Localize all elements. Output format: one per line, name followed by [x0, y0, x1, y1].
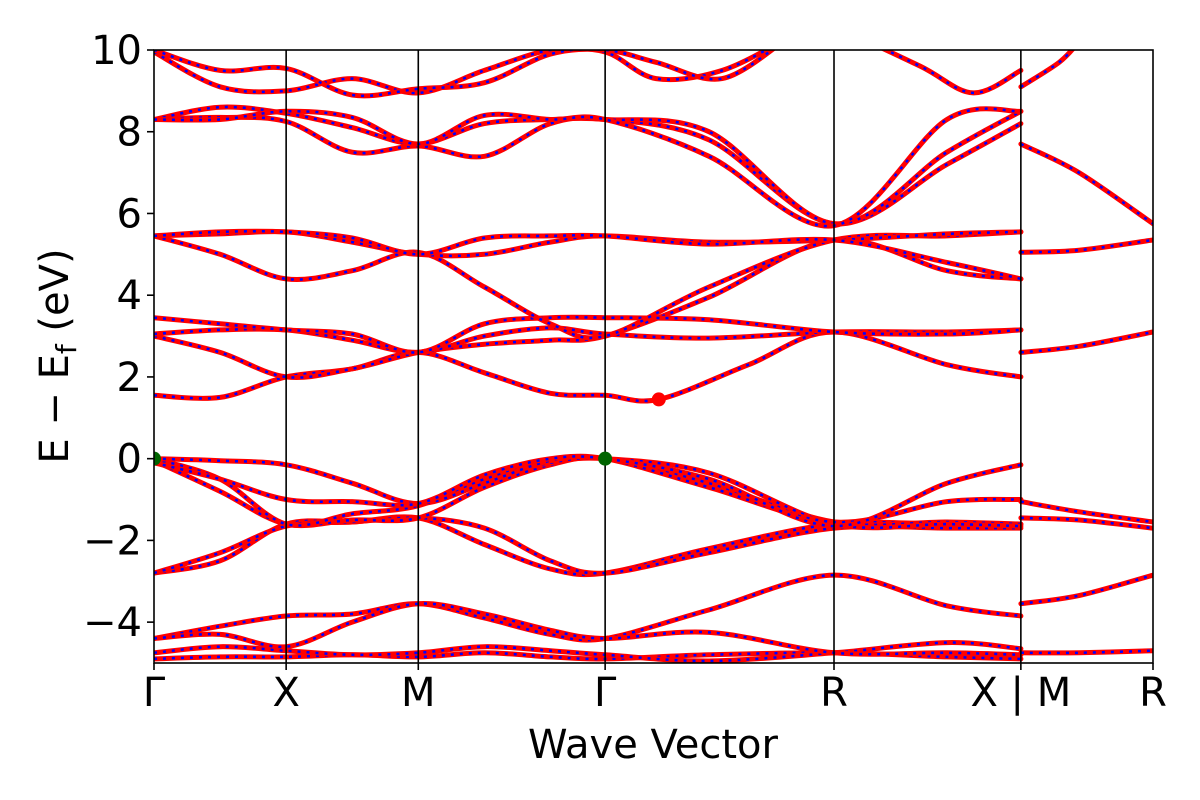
y-tick-label-1: −2: [83, 518, 142, 564]
band-28-overlay: [1020, 573, 1153, 605]
y-tick-label-6: 8: [117, 110, 142, 156]
x-tick-label-4: R: [820, 670, 848, 716]
x-tick-label-5: X | M: [970, 670, 1071, 716]
band-15-overlay: [154, 230, 1021, 258]
extrema-markers: [154, 392, 666, 466]
cbm-marker-2: [651, 392, 666, 407]
band-25-overlay: [1020, 330, 1153, 354]
band-30-overlay: [1020, 50, 1074, 88]
x-tick-label-0: Γ: [143, 670, 166, 716]
band-19-overlay: [154, 107, 1022, 228]
plot-background: [154, 50, 1153, 663]
band-23-overlay: [1020, 142, 1153, 225]
y-tick-label-4: 4: [117, 273, 142, 319]
high-symmetry-lines: [285, 50, 1022, 663]
band-7-overlay: [154, 456, 1021, 530]
band-29: [1018, 648, 1153, 656]
y-axis-ticks: −4 −2 0 2 4 6 8 10: [83, 28, 154, 646]
band-14-overlay: [154, 230, 1021, 340]
y-axis-title-main: E − E: [32, 354, 78, 464]
y-tick-label-2: 0: [117, 437, 142, 483]
x-tick-label-2: M: [401, 670, 436, 716]
y-tick-label-0: −4: [83, 600, 142, 646]
band-21-overlay: [154, 50, 774, 98]
plot-frame: [153, 49, 1154, 664]
band-4-overlay: [154, 515, 1021, 576]
y-axis-title: E − Ef (eV): [32, 248, 83, 463]
x-axis-title: Wave Vector: [528, 722, 779, 768]
band-24: [1018, 237, 1153, 255]
x-tick-label-3: Γ: [594, 670, 617, 716]
x-axis-ticks: Γ X M Γ R X | M R: [143, 663, 1167, 716]
band-3-overlay: [154, 602, 1021, 657]
band-26-overlay: [1020, 500, 1153, 524]
vbm-marker-1: [598, 451, 613, 466]
x-tick-label-1: X: [272, 670, 299, 716]
vbm-marker-0: [154, 451, 161, 466]
x-tick-label-6: R: [1139, 670, 1167, 716]
band-27: [1018, 515, 1153, 531]
band-20-overlay: [154, 50, 769, 95]
y-axis-title-unit: (eV): [32, 248, 78, 344]
y-tick-label-3: 2: [117, 355, 142, 401]
y-tick-label-7: 10: [91, 28, 142, 74]
band-22-overlay: [883, 50, 1022, 95]
y-axis-title-sub: f: [50, 343, 83, 354]
y-tick-label-5: 6: [117, 191, 142, 237]
